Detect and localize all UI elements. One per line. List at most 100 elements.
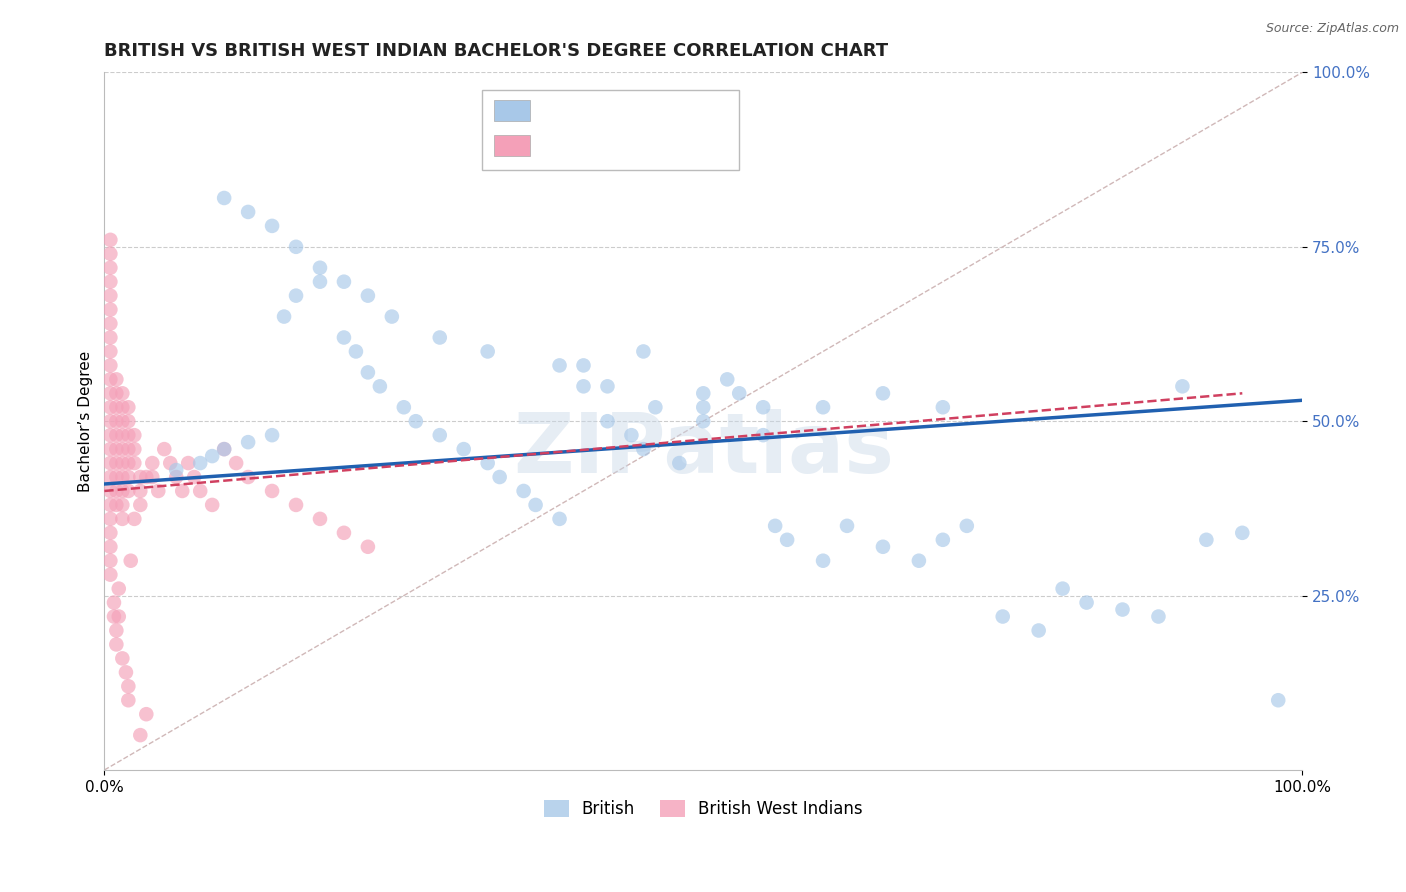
Point: [633, 442, 655, 456]
Point: [117, 401, 139, 415]
Point: [105, 637, 128, 651]
Point: [752, 401, 775, 415]
Point: [692, 401, 714, 415]
Point: [763, 519, 786, 533]
Point: [111, 386, 134, 401]
Point: [98, 302, 121, 317]
Point: [111, 483, 134, 498]
Point: [309, 512, 332, 526]
Point: [105, 498, 128, 512]
Point: [548, 512, 571, 526]
Point: [98, 525, 121, 540]
Y-axis label: Bachelor’s Degree: Bachelor’s Degree: [79, 351, 93, 491]
Point: [872, 540, 894, 554]
Text: BRITISH VS BRITISH WEST INDIAN BACHELOR'S DEGREE CORRELATION CHART: BRITISH VS BRITISH WEST INDIAN BACHELOR'…: [104, 42, 889, 60]
Point: [188, 456, 211, 470]
Point: [477, 344, 499, 359]
Point: [692, 414, 714, 428]
Point: [811, 554, 834, 568]
Point: [105, 456, 128, 470]
Point: [1267, 693, 1289, 707]
Point: [236, 205, 259, 219]
Point: [728, 386, 751, 401]
Point: [105, 372, 128, 386]
Point: [111, 414, 134, 428]
Point: [344, 344, 367, 359]
Text: 92: 92: [695, 135, 723, 153]
Text: R =: R =: [541, 135, 583, 153]
Text: ZIPatlas: ZIPatlas: [513, 409, 894, 490]
Point: [225, 456, 247, 470]
Point: [117, 428, 139, 442]
Point: [141, 470, 163, 484]
Point: [117, 483, 139, 498]
Text: 70: 70: [695, 100, 721, 119]
Text: 0.093: 0.093: [588, 135, 648, 153]
Point: [183, 470, 205, 484]
Point: [117, 470, 139, 484]
Point: [135, 470, 157, 484]
Point: [991, 609, 1014, 624]
Point: [357, 365, 380, 379]
Text: Source: ZipAtlas.com: Source: ZipAtlas.com: [1265, 22, 1399, 36]
Point: [165, 470, 187, 484]
Point: [776, 533, 799, 547]
Point: [1147, 609, 1170, 624]
Point: [236, 470, 259, 484]
Point: [98, 247, 121, 261]
Text: R =: R =: [541, 100, 583, 119]
Point: [429, 428, 451, 442]
Point: [392, 401, 415, 415]
Text: 0.138: 0.138: [588, 100, 648, 119]
Point: [201, 498, 224, 512]
Point: [512, 483, 534, 498]
Point: [135, 707, 157, 722]
Point: [212, 442, 235, 456]
Point: [124, 456, 146, 470]
Point: [124, 442, 146, 456]
Point: [111, 470, 134, 484]
Point: [956, 519, 979, 533]
Point: [148, 483, 170, 498]
Point: [98, 233, 121, 247]
Point: [644, 401, 666, 415]
Point: [273, 310, 295, 324]
Point: [98, 401, 121, 415]
Point: [620, 428, 643, 442]
Point: [357, 540, 380, 554]
Point: [212, 442, 235, 456]
Point: [98, 470, 121, 484]
Point: [98, 512, 121, 526]
Point: [835, 519, 858, 533]
Point: [98, 275, 121, 289]
Point: [98, 414, 121, 428]
Point: [105, 483, 128, 498]
Point: [124, 512, 146, 526]
Point: [932, 401, 955, 415]
Point: [111, 442, 134, 456]
Point: [453, 442, 475, 456]
Point: [285, 288, 308, 302]
Point: [668, 456, 690, 470]
Point: [172, 483, 194, 498]
Point: [105, 386, 128, 401]
Text: N =: N =: [650, 100, 693, 119]
Point: [811, 401, 834, 415]
Point: [98, 498, 121, 512]
Point: [333, 330, 356, 344]
Point: [129, 498, 152, 512]
Point: [548, 359, 571, 373]
Point: [212, 191, 235, 205]
Point: [98, 359, 121, 373]
Point: [1232, 525, 1254, 540]
Point: [908, 554, 931, 568]
Point: [120, 554, 142, 568]
Text: N =: N =: [650, 135, 693, 153]
Point: [1195, 533, 1218, 547]
Point: [236, 435, 259, 450]
Point: [405, 414, 427, 428]
Point: [285, 240, 308, 254]
Point: [98, 483, 121, 498]
Point: [752, 428, 775, 442]
Point: [333, 275, 356, 289]
